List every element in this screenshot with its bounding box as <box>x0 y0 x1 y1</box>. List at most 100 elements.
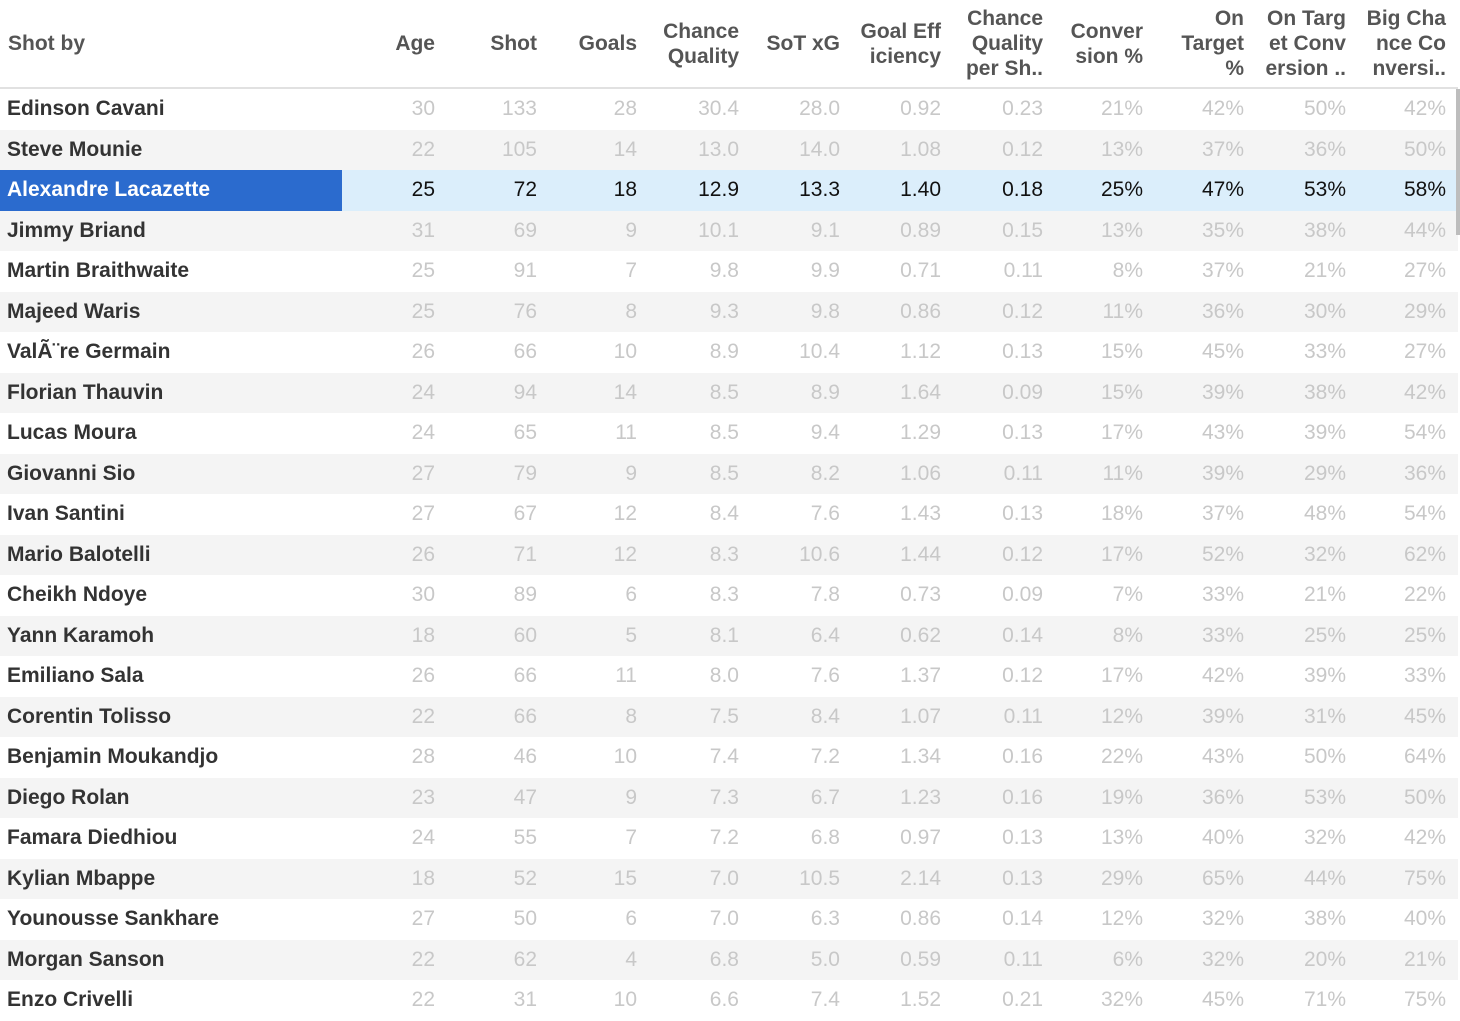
player-name-cell[interactable]: Steve Mounie <box>7 137 143 161</box>
column-header-shot[interactable]: Shot <box>490 32 537 55</box>
player-name-cell[interactable]: Martin Braithwaite <box>7 259 190 282</box>
goals-cell: 14 <box>613 380 637 404</box>
player-name-cell[interactable]: Benjamin Moukandjo <box>7 745 219 768</box>
table-row-selected[interactable]: Alexandre Lacazette 25 72 18 12.9 13.3 1.40 0.1… <box>0 170 1458 211</box>
player-name-cell[interactable]: Giovanni Sio <box>7 461 136 485</box>
otc-cell: 39% <box>1303 664 1346 687</box>
ge-cell: 1.37 <box>900 664 941 687</box>
bcc-cell: 62% <box>1403 542 1446 566</box>
table-row[interactable]: ValÃ¨re Germain 26 66 10 8.9 10.4 1.12 0.13 15% 4… <box>0 332 1458 373</box>
ot-cell: 47% <box>1201 178 1244 201</box>
column-header-sotxg[interactable]: SoT xG <box>766 32 840 55</box>
cq-cell: 9.8 <box>709 259 739 282</box>
table-row[interactable]: Lucas Moura 24 65 11 8.5 9.4 1.29 0.13 17% 43% 39%… <box>0 413 1458 454</box>
player-name-cell[interactable]: Morgan Sanson <box>7 947 165 971</box>
table-row[interactable]: Jimmy Briand 31 69 9 10.1 9.1 0.89 0.15 13% 35% 38… <box>0 210 1458 251</box>
table-header: Shot by Age Shot Goals Chance Quality SoT xG G… <box>0 0 1458 89</box>
table-row[interactable]: Cheikh Ndoye 30 89 6 8.3 7.8 0.73 0.09 7% 33% 21% 2… <box>0 575 1458 616</box>
column-header-cq[interactable]: Chance Quality <box>663 19 739 68</box>
player-name-cell[interactable]: Enzo Crivelli <box>7 988 134 1011</box>
cqps-cell: 0.11 <box>1003 259 1043 282</box>
goals-cell: 8 <box>625 704 637 728</box>
table-row[interactable]: Corentin Tolisso 22 66 8 7.5 8.4 1.07 0.11 12% 39… <box>0 696 1458 737</box>
table-row[interactable]: Emiliano Sala 26 66 11 8.0 7.6 1.37 0.12 17% 42% 3… <box>0 656 1458 697</box>
cq-cell: 10.1 <box>698 218 739 242</box>
table-row[interactable]: Enzo Crivelli 22 31 10 6.6 7.4 1.52 0.21 32% 45% 7… <box>0 980 1458 1021</box>
player-name-cell[interactable]: Diego Rolan <box>7 785 130 809</box>
cq-cell: 8.0 <box>709 664 739 687</box>
cqps-cell: 0.14 <box>1002 907 1043 930</box>
bcc-cell: 42% <box>1403 380 1446 404</box>
table-row[interactable]: Steve Mounie 22 105 14 13.0 14.0 1.08 0.12 13% 37… <box>0 129 1458 170</box>
player-name-cell[interactable]: Famara Diedhiou <box>7 826 178 849</box>
column-header-ot[interactable]: On Target % <box>1181 7 1244 80</box>
table-row[interactable]: Edinson Cavani 30 133 28 30.4 28.0 0.92 0.23 21%… <box>0 89 1458 130</box>
table-row[interactable]: Giovanni Sio 27 79 9 8.5 8.2 1.06 0.11 11% 39% 29%… <box>0 453 1458 494</box>
cq-cell: 7.2 <box>709 826 739 849</box>
column-header-ge[interactable]: Goal Eff iciency <box>860 19 941 68</box>
sotxg-cell: 9.9 <box>810 259 840 282</box>
player-name-cell[interactable]: Corentin Tolisso <box>7 704 172 728</box>
player-name-cell[interactable]: Mario Balotelli <box>7 542 151 566</box>
ot-cell: 32% <box>1201 947 1244 971</box>
shot-cell: 50 <box>513 907 537 930</box>
ot-cell: 32% <box>1201 907 1244 930</box>
ot-cell: 39% <box>1201 380 1244 404</box>
table-row[interactable]: Diego Rolan 23 47 9 7.3 6.7 1.23 0.16 19% 36% 53% 5… <box>0 777 1458 818</box>
column-header-conv[interactable]: Conver sion % <box>1070 19 1143 68</box>
sotxg-cell: 7.6 <box>810 664 840 687</box>
table-row[interactable]: Martin Braithwaite 25 91 7 9.8 9.9 0.71 0.11 8% 3… <box>0 251 1458 292</box>
shot-cell: 52 <box>513 866 537 890</box>
bcc-cell: 54% <box>1403 421 1446 444</box>
cq-cell: 8.9 <box>709 340 739 363</box>
table-row[interactable]: Benjamin Moukandjo 28 46 10 7.4 7.2 1.34 0.16 22… <box>0 737 1458 778</box>
table-row[interactable]: Ivan Santini 27 67 12 8.4 7.6 1.43 0.13 18% 37% 48… <box>0 494 1458 535</box>
column-header-name[interactable]: Shot by <box>8 32 85 55</box>
player-name-cell[interactable]: Yann Karamoh <box>7 623 155 647</box>
cqps-cell: 0.09 <box>1002 380 1043 404</box>
column-header-age[interactable]: Age <box>395 32 435 55</box>
goals-cell: 4 <box>625 947 637 971</box>
player-name-cell[interactable]: Jimmy Briand <box>7 218 146 242</box>
bcc-cell: 42% <box>1403 826 1446 849</box>
table-row[interactable]: Morgan Sanson 22 62 4 6.8 5.0 0.59 0.11 6% 32% 20%… <box>0 939 1458 980</box>
ge-cell: 0.73 <box>900 583 941 606</box>
player-name-cell[interactable]: ValÃ¨re Germain <box>7 340 171 363</box>
table-row[interactable]: Younousse Sankhare 27 50 6 7.0 6.3 0.86 0.14 12%… <box>0 899 1458 940</box>
table-row[interactable]: Majeed Waris 25 76 8 9.3 9.8 0.86 0.12 11% 36% 30%… <box>0 291 1458 332</box>
age-cell: 22 <box>411 988 435 1011</box>
column-header-bcc[interactable]: Big Cha nce Co nversi.. <box>1366 7 1446 80</box>
table-row[interactable]: Yann Karamoh 18 60 5 8.1 6.4 0.62 0.14 8% 33% 25% 2… <box>0 615 1458 656</box>
table-row[interactable]: Mario Balotelli 26 71 12 8.3 10.6 1.44 0.12 17% 5… <box>0 534 1458 575</box>
vertical-scrollbar[interactable] <box>1456 89 1460 235</box>
player-name-cell[interactable]: Lucas Moura <box>7 421 137 444</box>
player-name-cell[interactable]: Kylian Mbappe <box>7 866 156 890</box>
player-name-cell[interactable]: Younousse Sankhare <box>7 907 220 930</box>
player-name-cell[interactable]: Cheikh Ndoye <box>7 583 148 606</box>
ot-cell: 33% <box>1201 583 1244 606</box>
ge-cell: 0.89 <box>900 218 941 242</box>
column-header-cqps[interactable]: Chance Quality per Sh.. <box>965 7 1043 80</box>
player-name-cell[interactable]: Ivan Santini <box>7 502 125 525</box>
player-name-cell[interactable]: Emiliano Sala <box>7 664 144 687</box>
ot-cell: 36% <box>1201 785 1244 809</box>
cqps-cell: 0.14 <box>1002 623 1043 647</box>
cqps-cell: 0.12 <box>1002 664 1043 687</box>
table-row[interactable]: Famara Diedhiou 24 55 7 7.2 6.8 0.97 0.13 13% 40%… <box>0 818 1458 859</box>
column-header-otc[interactable]: On Targ et Conv ersion .. <box>1265 7 1346 80</box>
goals-cell: 8 <box>625 299 637 323</box>
player-name-cell[interactable]: Alexandre Lacazette <box>0 170 342 211</box>
age-cell: 23 <box>411 785 435 809</box>
bcc-cell: 27% <box>1403 259 1446 282</box>
table-row[interactable]: Kylian Mbappe 18 52 15 7.0 10.5 2.14 0.13 29% 65%… <box>0 858 1458 899</box>
player-name-cell[interactable]: Florian Thauvin <box>7 380 164 404</box>
player-name-cell[interactable]: Edinson Cavani <box>7 97 165 120</box>
otc-cell: 32% <box>1303 542 1346 566</box>
conv-cell: 13% <box>1100 218 1143 242</box>
player-name-cell[interactable]: Majeed Waris <box>7 299 141 323</box>
cqps-cell: 0.18 <box>1002 178 1043 201</box>
goals-cell: 6 <box>625 583 637 606</box>
column-header-goals[interactable]: Goals <box>578 32 637 55</box>
table-row[interactable]: Florian Thauvin 24 94 14 8.5 8.9 1.64 0.09 15% 39… <box>0 372 1458 413</box>
age-cell: 30 <box>411 583 435 606</box>
